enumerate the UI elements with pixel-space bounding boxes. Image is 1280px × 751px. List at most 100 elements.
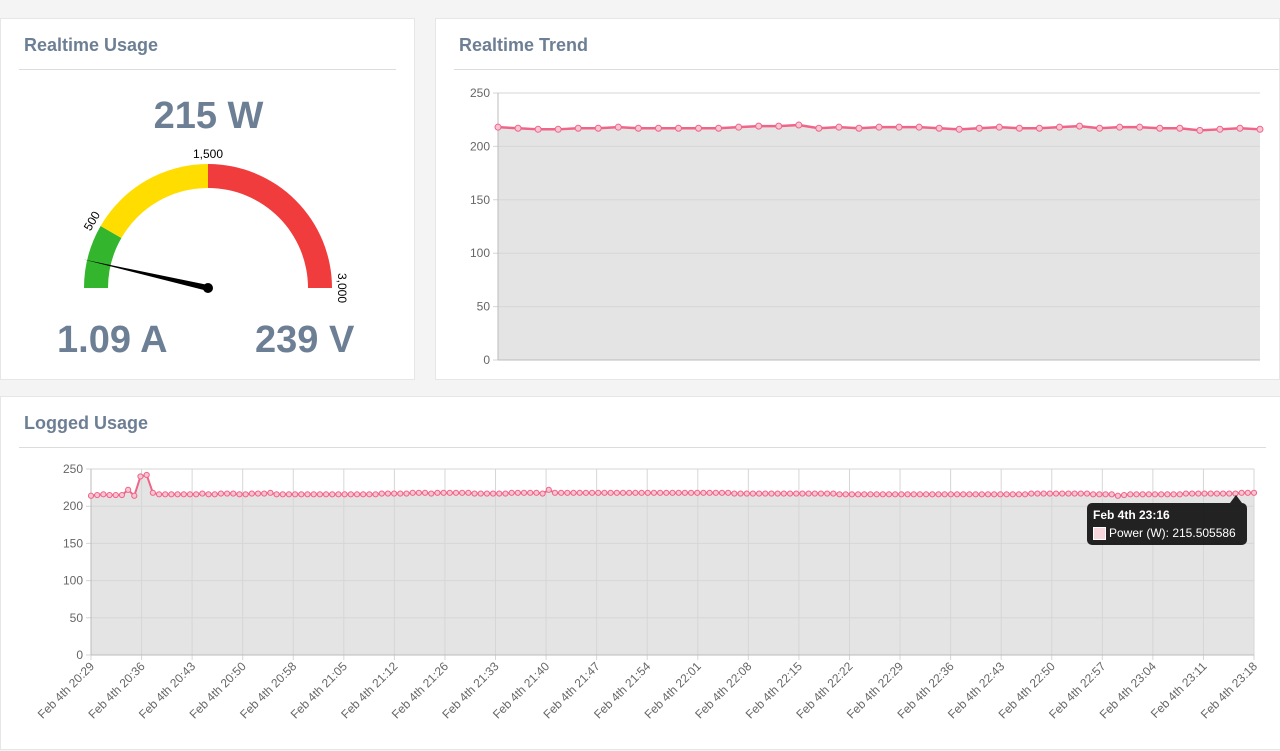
data-point [1216,125,1224,133]
data-point [619,489,627,496]
data-point [1096,124,1104,132]
y-tick-label: 250 [63,462,83,476]
data-point [322,491,330,498]
area-fill [498,125,1260,360]
tooltip-label: Power (W): 215.505586 [1109,526,1236,540]
data-point [1207,490,1214,497]
data-point [935,491,942,498]
data-point [1083,490,1091,497]
data-point [1244,489,1251,496]
data-point [459,489,466,496]
data-point [824,490,831,497]
data-point [539,490,546,497]
voltage-readout: 239 V [255,319,355,361]
panel-divider [19,447,1266,448]
data-point [477,490,484,497]
y-tick-label: 200 [470,139,490,153]
data-point [1114,492,1122,499]
data-point [995,123,1003,131]
data-point [254,490,262,497]
data-point [595,489,602,496]
data-point [230,490,237,497]
logged-usage-title: Logged Usage [24,413,149,433]
data-point [1009,491,1016,498]
data-point [316,491,323,498]
data-point [534,125,542,133]
y-tick-label: 250 [470,86,490,100]
data-point [923,491,930,498]
data-point [162,491,169,498]
data-point [118,491,126,499]
data-point [799,490,806,497]
data-point [1139,491,1146,498]
data-point [564,489,571,496]
data-point [1052,490,1060,497]
data-point [1127,491,1134,498]
gauge-tick-label: 3,000 [335,273,349,303]
data-point [830,490,837,497]
data-point [594,124,602,132]
data-point [236,491,243,498]
y-tick-label: 150 [470,193,490,207]
data-point [1164,491,1171,498]
data-point [815,124,823,132]
data-point [854,491,862,498]
gauge-band-1 [100,164,208,238]
data-point [112,491,119,499]
data-point [1176,124,1184,132]
data-point [174,491,181,498]
data-point [1158,491,1165,498]
data-point [465,489,472,496]
y-tick-label: 50 [477,300,491,314]
data-point [743,490,750,497]
data-point [725,489,732,496]
data-point [494,123,502,131]
data-point [1120,491,1128,499]
data-point [774,490,781,497]
data-point [1102,491,1109,498]
data-point [674,124,682,132]
data-point [199,490,206,497]
data-point [149,489,156,496]
data-point [997,491,1004,498]
data-point [694,489,701,496]
data-point [100,491,107,498]
data-point [292,491,299,498]
data-point [1040,490,1047,497]
data-point [514,124,522,132]
data-point [975,124,983,132]
data-point [285,491,293,498]
data-point [731,490,738,497]
data-point [978,491,985,498]
data-point [558,489,565,496]
data-point [1022,491,1029,498]
y-tick-label: 0 [483,353,490,367]
data-point [904,491,911,498]
data-point [428,490,435,497]
data-point [836,491,843,498]
data-point [955,125,963,133]
tooltip-title: Feb 4th 23:16 [1093,508,1170,522]
data-point [755,122,763,130]
data-point [966,491,973,498]
data-point [94,491,101,499]
data-point [1196,126,1204,134]
data-point [1116,123,1124,131]
data-point [298,491,305,498]
realtime-trend-chart[interactable]: 0 50 100 150 200 250 [436,19,1280,381]
data-point [304,491,311,498]
data-point [131,492,138,499]
data-point [953,491,961,498]
data-point [1136,123,1144,131]
data-point [452,489,460,496]
data-point [279,491,286,498]
data-point [1236,124,1244,132]
data-point [106,491,113,499]
data-point [471,490,478,497]
data-point [775,122,783,130]
data-point [372,491,379,498]
data-point [915,123,923,131]
data-point [1035,124,1043,132]
data-point [335,491,342,498]
